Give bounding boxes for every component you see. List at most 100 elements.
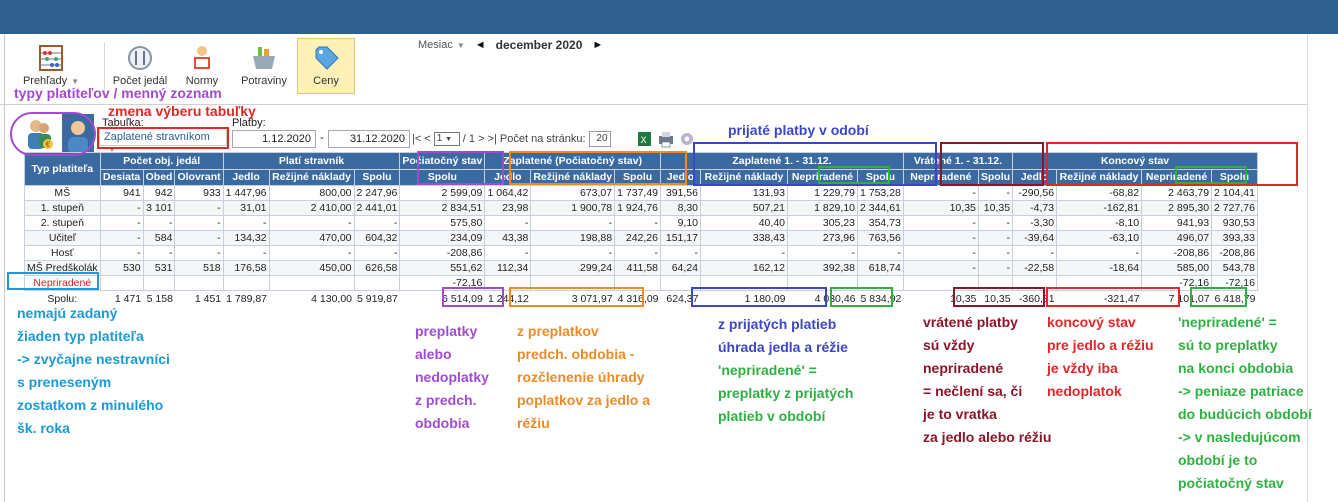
- table-body: MŠ 941 942 933 1 447,96 800,00 2 247,96 2 599,0…: [24, 185, 1258, 306]
- table-row[interactable]: MŠ 941 942 933 1 447,96 800,00 2 247,96 2 599,0…: [24, 185, 1258, 201]
- annotation-orange: z preplatkov predch. obdobia - rozčlenenie…: [517, 320, 650, 435]
- column-header[interactable]: Spolu: [614, 168, 661, 186]
- annotation-line: je to vratka: [923, 406, 997, 422]
- annotation-line: vrátené platby: [923, 314, 1018, 330]
- settings-gear-icon[interactable]: [681, 133, 693, 145]
- table-cell: -: [660, 245, 701, 261]
- column-header[interactable]: Spolu: [857, 168, 904, 186]
- table-cell: -72,16: [1141, 275, 1213, 291]
- annotation-line: predch. obdobia -: [517, 346, 635, 362]
- table-cell: -3,30: [1012, 215, 1058, 231]
- excel-export-icon[interactable]: X: [638, 132, 651, 146]
- column-header-row: Desiata Obed Olovrant Jedlo Režijné náklady S…: [25, 168, 1258, 186]
- column-header[interactable]: Režijné náklady: [1056, 168, 1143, 186]
- basket-icon: [253, 47, 275, 69]
- next-month-button[interactable]: ►: [592, 39, 604, 51]
- table-row[interactable]: Nepriradené -72,16 -72,16 -72,16: [24, 275, 1258, 291]
- table-cell: [977, 275, 1014, 291]
- annotation-line: preplatky z prijatých: [718, 385, 854, 401]
- column-header[interactable]: Jedlo: [222, 168, 270, 186]
- table-cell: 131,93: [700, 185, 788, 201]
- prev-month-button[interactable]: ◄: [474, 39, 486, 51]
- column-header[interactable]: Spolu: [353, 168, 401, 186]
- table-cell: -: [614, 245, 661, 261]
- annotation-line: platieb v období: [718, 408, 826, 424]
- table-cell: 551,62: [399, 260, 486, 276]
- table-cell: -68,82: [1056, 185, 1143, 201]
- table-cell: 392,38: [787, 260, 858, 276]
- tabulka-label: Tabuľka:: [102, 117, 144, 129]
- annotation-line: nedoplatky: [415, 369, 489, 385]
- table-cell: [857, 275, 904, 291]
- annotation-line: úhrada jedla a réžie: [718, 339, 848, 355]
- table-cell: [174, 275, 224, 291]
- column-header[interactable]: Jedlo: [660, 168, 701, 186]
- column-header[interactable]: Spolu: [1211, 168, 1258, 186]
- column-header[interactable]: Režijné náklady: [268, 168, 355, 186]
- pager-last-button[interactable]: >|: [487, 133, 497, 145]
- column-header[interactable]: Nepriradené: [902, 168, 979, 186]
- table-cell: -: [902, 230, 979, 246]
- column-header[interactable]: Olovrant: [174, 168, 224, 186]
- pager-first-button[interactable]: |<: [412, 133, 422, 145]
- per-page-input[interactable]: 20: [588, 131, 611, 147]
- prehlady-button[interactable]: Prehľady ▼: [8, 38, 94, 94]
- table-cell: [700, 275, 788, 291]
- header-typ-platitela[interactable]: Typ platiteľa: [24, 152, 101, 186]
- table-row[interactable]: Učiteľ -584-134,32 470,00 604,32 234,09 43,38…: [24, 230, 1258, 246]
- table-row[interactable]: MŠ Predškolák 530 531 518 176,58 450,00 626,58…: [24, 260, 1258, 276]
- normy-button[interactable]: Normy: [173, 38, 231, 94]
- table-cell: 10,35: [977, 200, 1014, 216]
- table-cell: -: [268, 245, 355, 261]
- tabulka-select[interactable]: Zaplatené stravníkom ▼: [99, 128, 227, 154]
- column-header[interactable]: Spolu: [399, 168, 486, 186]
- column-header[interactable]: Obed: [142, 168, 176, 186]
- table-cell: -: [614, 215, 661, 231]
- annotation-line: z prijatých platieb: [718, 316, 837, 332]
- annotation-darkred: vrátené platby sú vždy nepriradené = nečlen…: [923, 311, 1051, 449]
- pager-prev-button[interactable]: <: [424, 133, 431, 145]
- annotation-line: = nečlení sa, či: [923, 383, 1023, 399]
- table-cell: -: [484, 215, 532, 231]
- pager-next-button[interactable]: >: [478, 133, 485, 145]
- page-of: / 1: [462, 133, 476, 145]
- table-cell: 2 344,61: [857, 200, 904, 216]
- column-header[interactable]: Jedlo: [1012, 168, 1058, 186]
- annotation-line: -> v nasledujúcom: [1178, 429, 1301, 445]
- ceny-button[interactable]: Ceny: [297, 38, 355, 94]
- month-dropdown-icon[interactable]: ▼: [456, 40, 465, 50]
- table-cell: 8,30: [660, 200, 701, 216]
- table-row[interactable]: Hosť - - - - - - -208,86- - - - - - - - - - - -208,86 -208,…: [24, 245, 1258, 261]
- date-to-input[interactable]: 31.12.2020: [328, 130, 410, 148]
- plate-cutlery-icon: [128, 46, 152, 70]
- table-cell: -: [857, 245, 904, 261]
- date-from-input[interactable]: 1.12.2020: [232, 130, 316, 148]
- table-cell: 198,88: [530, 230, 616, 246]
- page-select[interactable]: 1 ▼: [433, 132, 460, 146]
- column-header[interactable]: Nepriradené: [787, 168, 858, 186]
- column-header[interactable]: Režijné náklady: [700, 168, 788, 186]
- column-header[interactable]: Režijné náklady: [530, 168, 616, 186]
- table-row[interactable]: 1. stupeň -3 101-31,01 2 410,00 2 441,01 2 8…: [24, 200, 1258, 216]
- table-cell: -162,81: [1056, 200, 1143, 216]
- total-row[interactable]: Spolu: 1 471 5 158 1 451 1 789,87 4 130,00 5 9…: [24, 290, 1258, 306]
- people-euro-icon[interactable]: €: [28, 120, 53, 149]
- table-cell: -208,86: [1211, 245, 1258, 261]
- column-header[interactable]: Desiata: [99, 168, 144, 186]
- annotation-line: poplatkov za jedlo a: [517, 392, 651, 408]
- column-header[interactable]: Nepriradené: [1141, 168, 1213, 186]
- table-cell: 1 737,49: [614, 185, 661, 201]
- table-cell: 2 463,79: [1141, 185, 1213, 201]
- table-cell: 604,32: [353, 230, 401, 246]
- table-row[interactable]: 2. stupeň - - - - - -575,80- - -9,10 40,40 305,23 3…: [24, 215, 1258, 231]
- column-header[interactable]: Spolu: [977, 168, 1014, 186]
- column-header[interactable]: Jedlo: [484, 168, 532, 186]
- potraviny-button[interactable]: Potraviny: [235, 38, 293, 94]
- print-icon[interactable]: [659, 132, 673, 148]
- table-cell: -72,16: [399, 275, 486, 291]
- annotation-line: žiaden typ platiteľa: [17, 328, 144, 344]
- pocet-jedal-button[interactable]: Počet jedál: [111, 38, 169, 94]
- person-icon[interactable]: [62, 114, 94, 154]
- table-cell: 6 418,79: [1211, 290, 1258, 306]
- table-cell: -321,47: [1056, 290, 1142, 306]
